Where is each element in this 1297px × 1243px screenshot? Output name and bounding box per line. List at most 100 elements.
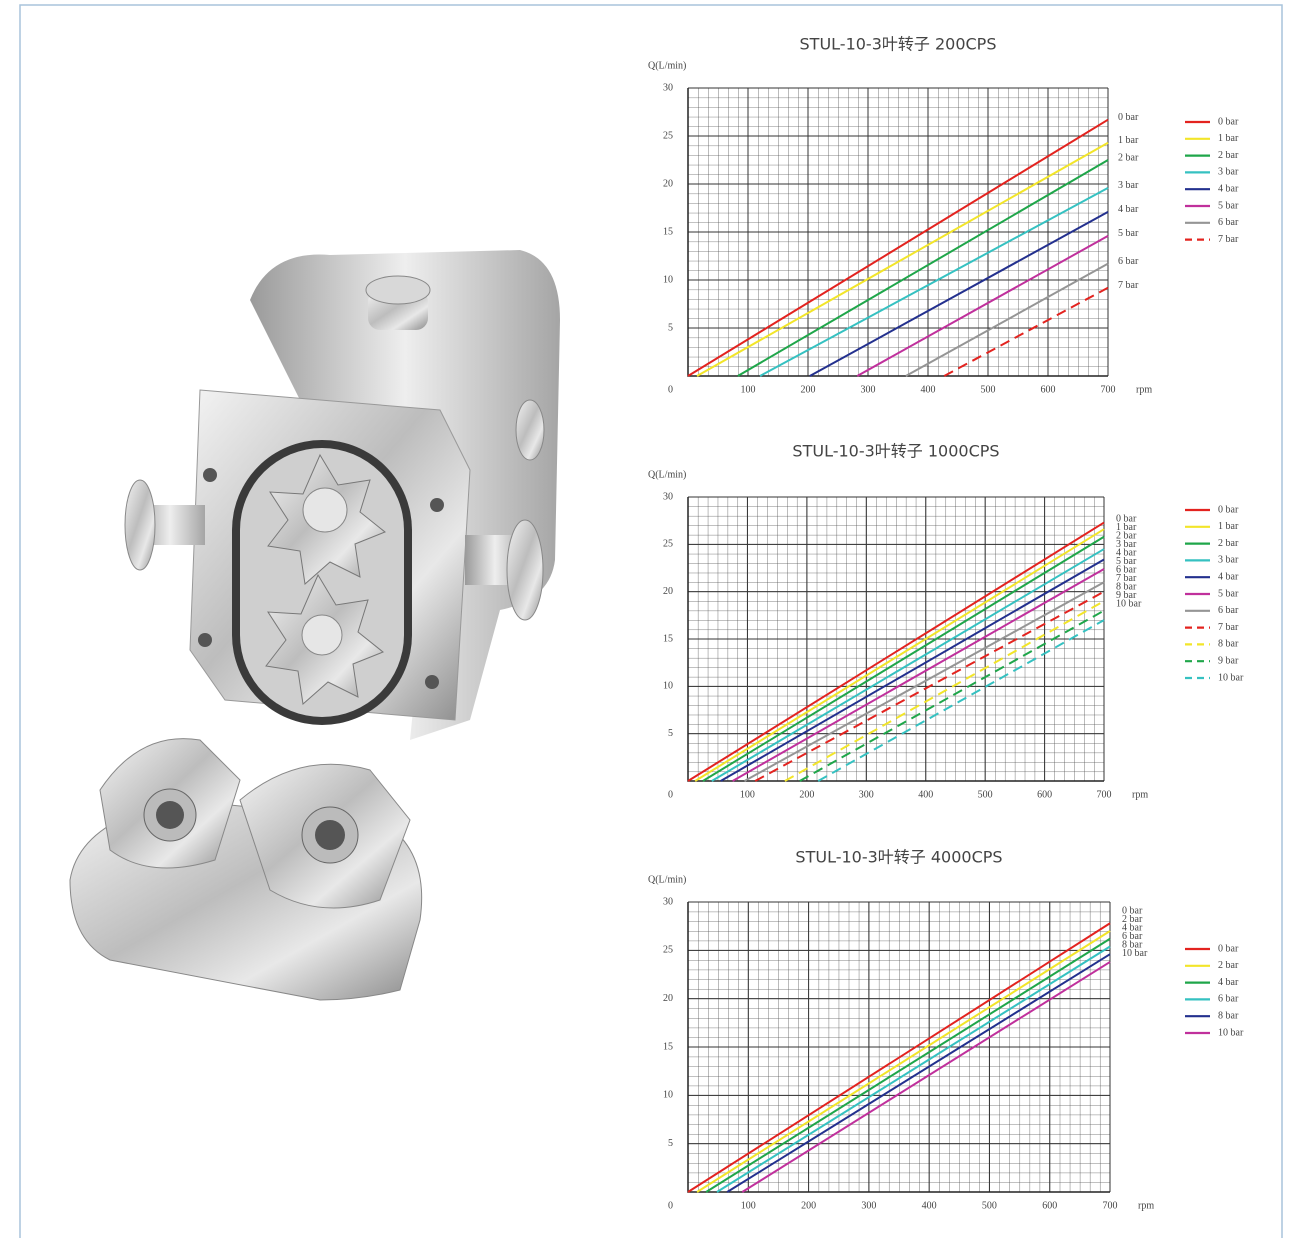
legend-label: 9 bar [1218, 655, 1239, 666]
x-axis-label: rpm [1138, 1200, 1154, 1211]
line-end-label: 8 bar [1116, 581, 1137, 592]
line-end-label: 10 bar [1116, 598, 1142, 609]
legend-label: 1 bar [1218, 133, 1239, 144]
line-end-label: 5 bar [1116, 556, 1137, 567]
y-tick-label: 0 [668, 1200, 673, 1211]
x-tick-label: 200 [801, 1200, 816, 1211]
y-tick-label: 15 [663, 1041, 673, 1052]
series-line [705, 937, 1111, 1193]
x-tick-label: 200 [799, 789, 814, 800]
series-line [905, 262, 1109, 377]
line-end-label: 9 bar [1116, 590, 1137, 601]
y-tick-label: 20 [663, 586, 673, 597]
line-end-label: 0 bar [1122, 905, 1143, 916]
line-end-label: 0 bar [1118, 112, 1139, 123]
line-end-label: 4 bar [1116, 547, 1137, 558]
legend-label: 3 bar [1218, 555, 1239, 566]
legend-label: 3 bar [1218, 167, 1239, 178]
chart-title: STUL-10-3叶转子 200CPS [800, 35, 997, 54]
series-line [743, 581, 1105, 782]
x-tick-label: 500 [981, 384, 996, 395]
line-end-label: 3 bar [1118, 180, 1139, 191]
chart-title: STUL-10-3叶转子 1000CPS [792, 442, 999, 461]
legend-label: 6 bar [1218, 217, 1239, 228]
legend-label: 6 bar [1218, 994, 1239, 1005]
y-tick-label: 20 [663, 993, 673, 1004]
y-tick-label: 25 [663, 539, 673, 550]
series-line [759, 186, 1109, 377]
y-axis-label: Q(L/min) [648, 60, 686, 71]
x-tick-label: 700 [1103, 1200, 1118, 1211]
x-tick-label: 100 [741, 384, 756, 395]
line-end-label: 6 bar [1118, 256, 1139, 267]
series-line [702, 535, 1105, 782]
series-line [716, 945, 1111, 1193]
y-tick-label: 15 [663, 633, 673, 644]
x-tick-label: 400 [921, 384, 936, 395]
line-end-label: 7 bar [1116, 573, 1137, 584]
x-tick-label: 100 [741, 1200, 756, 1211]
y-tick-label: 0 [668, 384, 673, 395]
legend-label: 8 bar [1218, 1010, 1239, 1021]
y-tick-label: 20 [663, 178, 673, 189]
legend-label: 7 bar [1218, 234, 1239, 245]
y-tick-label: 5 [668, 728, 673, 739]
series-line [726, 953, 1111, 1193]
legend-label: 2 bar [1218, 960, 1239, 971]
line-end-label: 6 bar [1122, 931, 1143, 942]
legend-label: 0 bar [1218, 504, 1239, 515]
x-tick-label: 300 [861, 1200, 876, 1211]
series-line [784, 600, 1105, 782]
x-tick-label: 100 [740, 789, 755, 800]
legend-label: 5 bar [1218, 588, 1239, 599]
y-tick-label: 5 [668, 322, 673, 333]
y-axis-label: Q(L/min) [648, 469, 686, 480]
product-photo [69, 250, 560, 1001]
series-line [694, 528, 1105, 782]
x-axis-label: rpm [1136, 384, 1152, 395]
line-end-label: 1 bar [1116, 522, 1137, 533]
series-line [856, 234, 1109, 377]
y-tick-label: 15 [663, 226, 673, 237]
series-line [817, 619, 1105, 782]
page-frame [19, 4, 1283, 1238]
x-tick-label: 700 [1097, 789, 1112, 800]
series-line [809, 210, 1109, 377]
x-tick-label: 600 [1037, 789, 1052, 800]
line-end-label: 2 bar [1118, 152, 1139, 163]
series-line [696, 141, 1109, 377]
x-tick-label: 600 [1042, 1200, 1057, 1211]
y-tick-label: 30 [663, 82, 673, 93]
series-line [754, 590, 1105, 782]
legend-label: 10 bar [1218, 1027, 1244, 1038]
y-axis-label: Q(L/min) [648, 874, 686, 885]
series-line [687, 922, 1111, 1193]
line-end-label: 0 bar [1116, 513, 1137, 524]
series-line [711, 548, 1105, 782]
legend-label: 2 bar [1218, 538, 1239, 549]
series-line [687, 521, 1105, 782]
x-tick-label: 500 [978, 789, 993, 800]
y-tick-label: 0 [668, 789, 673, 800]
line-end-label: 4 bar [1118, 204, 1139, 215]
legend-label: 2 bar [1218, 150, 1239, 161]
y-tick-label: 5 [668, 1138, 673, 1149]
series-line [732, 568, 1105, 782]
x-axis-label: rpm [1132, 789, 1148, 800]
line-end-label: 5 bar [1118, 228, 1139, 239]
series-line [737, 159, 1109, 377]
line-end-label: 3 bar [1116, 539, 1137, 550]
line-end-label: 8 bar [1122, 939, 1143, 950]
y-tick-label: 25 [663, 130, 673, 141]
y-tick-label: 10 [663, 274, 673, 285]
line-end-label: 4 bar [1122, 922, 1143, 933]
legend-label: 0 bar [1218, 943, 1239, 954]
x-tick-label: 400 [922, 1200, 937, 1211]
legend-label: 4 bar [1218, 183, 1239, 194]
series-line [687, 118, 1109, 377]
y-tick-label: 10 [663, 681, 673, 692]
legend-label: 4 bar [1218, 571, 1239, 582]
legend-label: 4 bar [1218, 977, 1239, 988]
y-tick-label: 30 [663, 491, 673, 502]
